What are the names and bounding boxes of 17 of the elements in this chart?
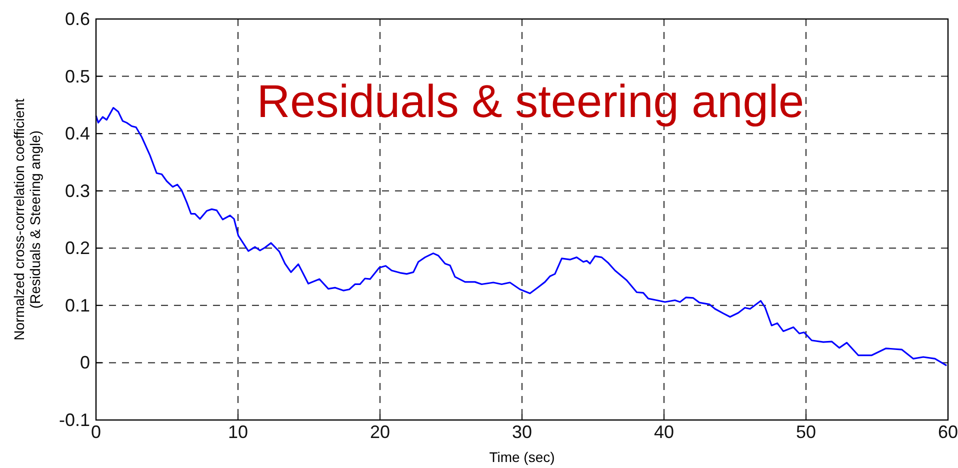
y-tick-label: 0 — [80, 352, 90, 373]
x-tick-label: 30 — [512, 422, 532, 442]
y-tick-label: 0.2 — [64, 238, 90, 258]
x-tick-label: 20 — [370, 422, 390, 442]
y-tick-label: 0.4 — [64, 124, 90, 144]
y-tick-label: 0.3 — [64, 180, 90, 201]
y-axis-title: Normalzed cross-correlation coefficient (Residuals & Steering angle) — [11, 98, 43, 340]
y-tick-label: 0.1 — [64, 295, 90, 316]
x-axis-title: Time (sec) — [489, 449, 555, 465]
y-tick-label: 0.5 — [64, 66, 90, 86]
text: Residuals & steering angle — [256, 75, 804, 127]
x-tick-label: 10 — [228, 422, 248, 442]
x-tick-label: 40 — [654, 422, 674, 442]
x-tick-label: 50 — [796, 422, 816, 442]
x-tick-label: 60 — [938, 422, 958, 442]
y-tick-label: -0.1 — [58, 410, 90, 430]
y-tick-label: 0.6 — [64, 9, 90, 29]
